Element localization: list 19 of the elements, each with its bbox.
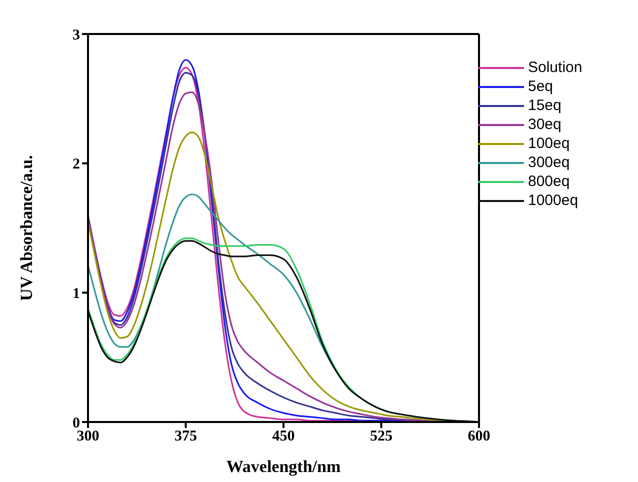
y-tick-label: 3 <box>72 27 80 44</box>
legend-label: 5eq <box>528 78 554 95</box>
x-tick-label: 375 <box>174 428 197 445</box>
x-tick-label: 300 <box>76 428 100 445</box>
legend-label: 800eq <box>528 173 570 190</box>
legend-label: 30eq <box>528 116 562 133</box>
y-axis-title: UV Absorbance/a.u. <box>17 155 36 301</box>
y-tick-label: 2 <box>72 156 80 173</box>
legend-label: 100eq <box>528 135 570 152</box>
y-tick-label: 1 <box>72 286 80 302</box>
x-tick-label: 525 <box>370 428 392 445</box>
legend-label: Solution <box>528 59 582 76</box>
y-tick-label: 0 <box>72 415 80 432</box>
legend-label: 1000eq <box>528 192 578 209</box>
x-tick-label: 450 <box>272 428 295 445</box>
x-axis-title: Wavelength/nm <box>226 457 341 476</box>
legend-label: 300eq <box>528 154 570 171</box>
legend-label: 15eq <box>528 97 562 114</box>
x-tick-label: 600 <box>468 428 490 445</box>
